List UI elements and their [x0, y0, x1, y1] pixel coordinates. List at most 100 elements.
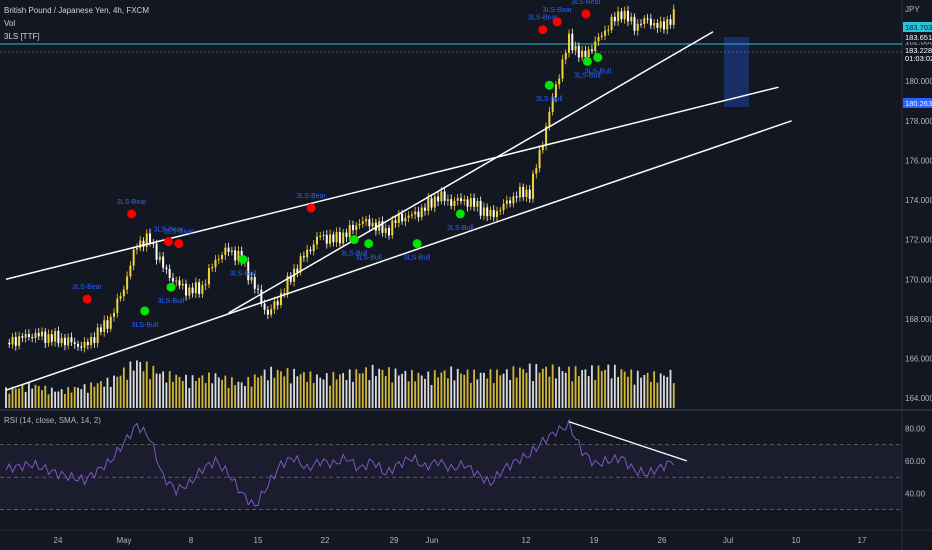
marker-label-8: 3LS-Bull: [341, 251, 368, 258]
time-tick-7: 12: [522, 536, 531, 545]
volume-bar-22: [77, 387, 79, 408]
volume-bar-4: [18, 388, 20, 408]
candle-body-80: [270, 309, 273, 315]
volume-bar-176: [581, 370, 584, 408]
candle-body-7: [31, 337, 34, 339]
volume-bar-114: [378, 368, 381, 408]
candle-body-103: [345, 232, 348, 238]
volume-bar-115: [381, 369, 384, 408]
rsi-divergence-line: [568, 421, 688, 462]
volume-bar-179: [591, 365, 593, 408]
volume-bar-125: [414, 381, 417, 408]
marker-label-12: 3LS-Bull: [536, 96, 563, 103]
marker-label-17: 3LS-Bull: [585, 68, 612, 75]
volume-bar-200: [659, 373, 662, 408]
candle-body-41: [142, 240, 145, 247]
candle-body-104: [348, 224, 351, 238]
candle-body-128: [427, 198, 430, 211]
marker-label-9: 3LS-Bull: [355, 255, 382, 262]
candle-body-108: [361, 221, 364, 224]
volume-bar-105: [348, 369, 351, 408]
price-axis-currency: JPY: [905, 5, 920, 14]
candle-body-181: [600, 35, 603, 37]
candle-body-149: [496, 211, 499, 218]
candle-body-135: [450, 199, 453, 206]
candle-body-196: [649, 18, 652, 26]
volume-bar-36: [122, 367, 125, 408]
candle-body-3: [18, 336, 21, 346]
price-label-bg-1: [903, 32, 932, 42]
time-tick-0: 24: [54, 536, 63, 545]
volume-bar-94: [312, 382, 315, 408]
candle-body-162: [538, 149, 541, 169]
volume-bar-118: [391, 382, 394, 408]
volume-bar-126: [417, 372, 420, 408]
volume-bar-64: [214, 373, 217, 408]
candle-body-107: [358, 223, 361, 226]
volume-bar-111: [368, 380, 371, 408]
volume-bar-167: [551, 364, 554, 408]
volume-bar-106: [352, 381, 354, 408]
volume-bar-164: [541, 368, 544, 408]
volume-bar-181: [597, 365, 600, 408]
volume-bar-70: [234, 385, 237, 408]
candle-body-190: [630, 16, 633, 22]
volume-bar-55: [185, 374, 187, 408]
candle-body-84: [283, 293, 286, 295]
volume-bar-158: [522, 369, 525, 408]
candle-body-86: [289, 275, 292, 282]
volume-bar-38: [129, 361, 132, 408]
candle-body-49: [168, 269, 171, 278]
candle-body-164: [545, 126, 548, 146]
volume-bar-37: [126, 379, 129, 408]
candle-body-200: [662, 21, 665, 30]
candle-body-160: [532, 173, 535, 199]
candle-body-12: [47, 334, 50, 343]
candle-body-199: [659, 21, 662, 28]
candle-body-20: [73, 342, 76, 344]
volume-bar-28: [96, 383, 99, 408]
volume-bar-17: [60, 389, 63, 408]
candle-body-33: [116, 298, 119, 313]
candle-body-101: [338, 232, 341, 244]
candle-body-79: [266, 309, 269, 315]
candle-body-116: [387, 227, 390, 236]
rsi-line: [5, 418, 675, 507]
marker-dot-5: [166, 282, 176, 292]
trendline-1: [5, 120, 792, 391]
candle-body-55: [188, 287, 191, 296]
candle-body-13: [50, 334, 53, 342]
marker-dot-3: [163, 237, 173, 247]
indicator-legend: 3LS [TTF]: [4, 32, 40, 41]
volume-bar-7: [28, 382, 30, 408]
volume-bar-133: [440, 372, 443, 408]
rsi-tick-0: 80.00: [905, 424, 926, 433]
volume-bar-123: [407, 381, 410, 408]
candle-body-11: [44, 331, 47, 343]
marker-label-5: 3LS-Bull: [158, 298, 185, 305]
trendlines: [5, 31, 792, 391]
volume-bar-32: [109, 386, 112, 408]
candle-body-5: [24, 334, 27, 338]
volume-bar-199: [656, 382, 659, 408]
marker-dot-2: [127, 209, 137, 219]
volume-bar-162: [535, 364, 538, 408]
candle-body-90: [302, 256, 305, 258]
candle-body-169: [561, 59, 564, 79]
candle-body-0: [8, 342, 11, 345]
candle-body-48: [165, 267, 168, 270]
candle-body-186: [617, 11, 620, 22]
volume-bar-66: [221, 379, 223, 408]
candle-body-152: [505, 200, 508, 204]
volume-bar-107: [355, 369, 358, 408]
volume-bar-19: [67, 387, 70, 408]
price-tick-8: 166.000: [905, 354, 932, 363]
candle-body-105: [351, 224, 354, 231]
volume-bar-130: [430, 385, 433, 408]
volume-bar-196: [646, 372, 649, 408]
candle-body-124: [414, 211, 417, 215]
price-label-4: 180.263: [905, 99, 932, 108]
candle-body-133: [443, 191, 446, 201]
candle-body-134: [446, 199, 449, 201]
